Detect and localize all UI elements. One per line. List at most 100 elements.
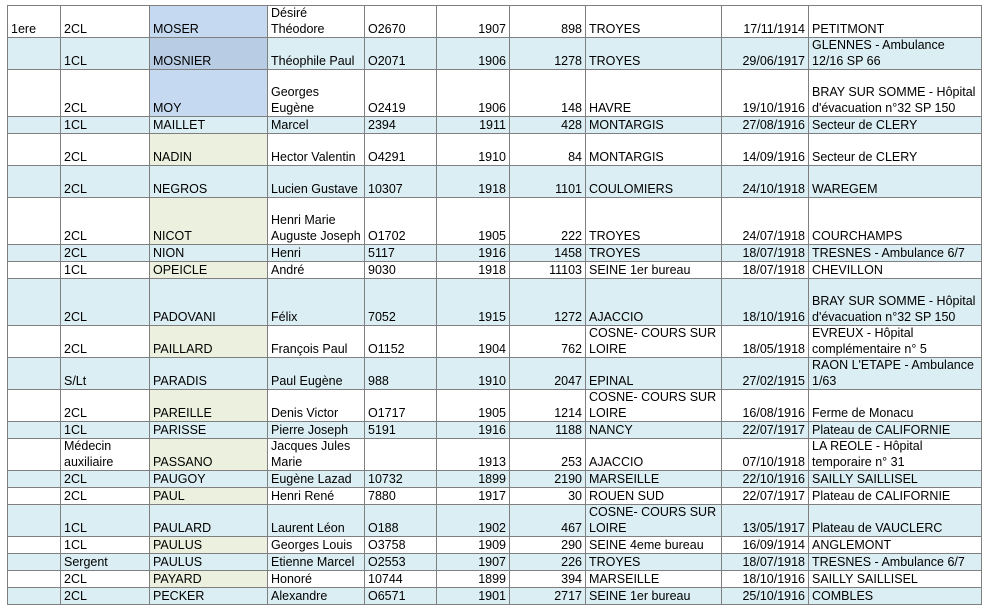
rank-cell xyxy=(7,536,61,554)
recruit-number-cell: 222 xyxy=(509,197,586,245)
class-year-cell: 1905 xyxy=(436,389,510,422)
surname-cell: OPEICLE xyxy=(149,261,268,279)
first-names-cell: Georges Eugène xyxy=(267,69,365,117)
class-year-cell: 1913 xyxy=(436,438,510,471)
matricule-cell: O2071 xyxy=(364,37,437,70)
grade-cell: 2CL xyxy=(60,5,150,38)
table-row: 1CL MOSNIER Théophile Paul O2071 1906 1278 TRO… xyxy=(7,37,982,70)
recruitment-bureau-cell: HAVRE xyxy=(585,69,722,117)
class-year-cell: 1902 xyxy=(436,504,510,537)
death-place-cell: Plateau de CALIFORNIE xyxy=(808,421,982,439)
rank-cell xyxy=(7,470,61,488)
matricule-cell: 2394 xyxy=(364,116,437,134)
recruit-number-cell: 2190 xyxy=(509,470,586,488)
surname-cell: PAULARD xyxy=(149,504,268,537)
recruit-number-cell: 11103 xyxy=(509,261,586,279)
recruitment-bureau-cell: MONTARGIS xyxy=(585,133,722,166)
table-row: 2CL PADOVANI Félix 7052 1915 1272 AJACCIO 18/10… xyxy=(7,278,982,326)
rank-cell xyxy=(7,37,61,70)
first-names-cell: Henri Marie Auguste Joseph xyxy=(267,197,365,245)
matricule-cell: O2553 xyxy=(364,553,437,571)
recruit-number-cell: 226 xyxy=(509,553,586,571)
recruitment-bureau-cell: COSNE- COURS SUR LOIRE xyxy=(585,325,722,358)
recruit-number-cell: 1214 xyxy=(509,389,586,422)
table-row: 2CL NION Henri 5117 1916 1458 TROYES 18/07/1918… xyxy=(7,244,982,262)
death-place-cell: TRESNES - Ambulance 6/7 xyxy=(808,244,982,262)
grade-cell: 1CL xyxy=(60,504,150,537)
death-date-cell: 24/07/1918 xyxy=(721,197,809,245)
death-date-cell: 29/06/1917 xyxy=(721,37,809,70)
rank-cell xyxy=(7,553,61,571)
recruit-number-cell: 148 xyxy=(509,69,586,117)
death-place-cell: COMBLES xyxy=(808,587,982,605)
rank-cell: 1ere xyxy=(7,5,61,38)
table-row: Sergent PAULUS Etienne Marcel O2553 1907 226 T… xyxy=(7,553,982,571)
rank-cell xyxy=(7,244,61,262)
recruitment-bureau-cell: SEINE 1er bureau xyxy=(585,261,722,279)
death-place-cell: Ferme de Monacu xyxy=(808,389,982,422)
recruitment-bureau-cell: TROYES xyxy=(585,197,722,245)
surname-cell: MOSER xyxy=(149,5,268,38)
class-year-cell: 1907 xyxy=(436,553,510,571)
table-row: 1CL PAULARD Laurent Léon O188 1902 467 COSNE- … xyxy=(7,504,982,537)
matricule-cell: O2670 xyxy=(364,5,437,38)
death-place-cell: CHEVILLON xyxy=(808,261,982,279)
surname-cell: PARISSE xyxy=(149,421,268,439)
matricule-cell xyxy=(364,438,437,471)
class-year-cell: 1918 xyxy=(436,165,510,198)
death-date-cell: 17/11/1914 xyxy=(721,5,809,38)
death-place-cell: ANGLEMONT xyxy=(808,536,982,554)
surname-cell: NICOT xyxy=(149,197,268,245)
class-year-cell: 1906 xyxy=(436,69,510,117)
grade-cell: 2CL xyxy=(60,570,150,588)
death-date-cell: 16/08/1916 xyxy=(721,389,809,422)
death-place-cell: Plateau de VAUCLERC xyxy=(808,504,982,537)
first-names-cell: Denis Victor xyxy=(267,389,365,422)
recruitment-bureau-cell: COSNE- COURS SUR LOIRE xyxy=(585,504,722,537)
recruitment-bureau-cell: TROYES xyxy=(585,244,722,262)
recruit-number-cell: 253 xyxy=(509,438,586,471)
death-place-cell: LA REOLE - Hôpital temporaire n° 31 xyxy=(808,438,982,471)
soldier-register-table: 1ere 2CL MOSER Désiré Théodore O2670 1907 898 T… xyxy=(7,5,982,605)
rank-cell xyxy=(7,438,61,471)
first-names-cell: François Paul xyxy=(267,325,365,358)
surname-cell: NADIN xyxy=(149,133,268,166)
table-row: 1ere 2CL MOSER Désiré Théodore O2670 1907 898 T… xyxy=(7,5,982,38)
recruitment-bureau-cell: COULOMIERS xyxy=(585,165,722,198)
surname-cell: PAYARD xyxy=(149,570,268,588)
class-year-cell: 1916 xyxy=(436,244,510,262)
death-place-cell: PETITMONT xyxy=(808,5,982,38)
death-place-cell: BRAY SUR SOMME - Hôpital d'évacuation n°… xyxy=(808,278,982,326)
table-row: 2CL PAUGOY Eugène Lazad 10732 1899 2190 MARSEI… xyxy=(7,470,982,488)
death-place-cell: Plateau de CALIFORNIE xyxy=(808,487,982,505)
rank-cell xyxy=(7,133,61,166)
class-year-cell: 1910 xyxy=(436,357,510,390)
table-row: 2CL NADIN Hector Valentin O4291 1910 84 MONTAR… xyxy=(7,133,982,166)
recruitment-bureau-cell: MARSEILLE xyxy=(585,570,722,588)
surname-cell: MAILLET xyxy=(149,116,268,134)
recruitment-bureau-cell: TROYES xyxy=(585,553,722,571)
rank-cell xyxy=(7,389,61,422)
matricule-cell: 10732 xyxy=(364,470,437,488)
table-row: 1CL OPEICLE André 9030 1918 11103 SEINE 1er bu… xyxy=(7,261,982,279)
grade-cell: Médecin auxiliaire xyxy=(60,438,150,471)
grade-cell: 2CL xyxy=(60,487,150,505)
rank-cell xyxy=(7,116,61,134)
grade-cell: 2CL xyxy=(60,325,150,358)
death-date-cell: 16/09/1914 xyxy=(721,536,809,554)
class-year-cell: 1899 xyxy=(436,570,510,588)
class-year-cell: 1905 xyxy=(436,197,510,245)
grade-cell: 1CL xyxy=(60,116,150,134)
table-row: 2CL MOY Georges Eugène O2419 1906 148 HAVRE 19/… xyxy=(7,69,982,117)
first-names-cell: Félix xyxy=(267,278,365,326)
matricule-cell: 7880 xyxy=(364,487,437,505)
first-names-cell: Henri René xyxy=(267,487,365,505)
recruitment-bureau-cell: TROYES xyxy=(585,37,722,70)
recruitment-bureau-cell: SEINE 1er bureau xyxy=(585,587,722,605)
recruit-number-cell: 1278 xyxy=(509,37,586,70)
table-row: 2CL NEGROS Lucien Gustave 10307 1918 1101 COUL… xyxy=(7,165,982,198)
rank-cell xyxy=(7,487,61,505)
recruit-number-cell: 898 xyxy=(509,5,586,38)
rank-cell xyxy=(7,325,61,358)
grade-cell: 1CL xyxy=(60,261,150,279)
